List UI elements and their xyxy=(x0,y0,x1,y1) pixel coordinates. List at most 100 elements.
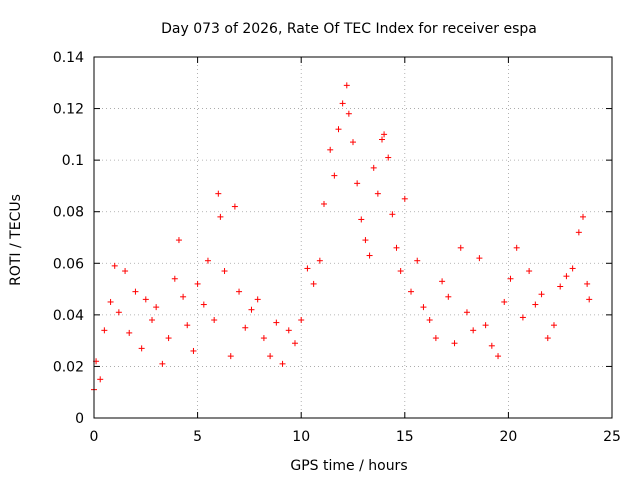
data-point xyxy=(501,298,508,305)
data-point xyxy=(260,335,267,342)
data-point xyxy=(331,172,338,179)
data-point xyxy=(291,340,298,347)
x-axis: 0 5 10 15 20 25 xyxy=(90,57,621,445)
data-point xyxy=(184,322,191,329)
data-point xyxy=(122,268,129,275)
data-point xyxy=(401,195,408,202)
data-point xyxy=(211,317,218,324)
data-point xyxy=(254,296,261,303)
data-point xyxy=(513,244,520,251)
y-tick-label: 0.1 xyxy=(62,153,84,169)
data-point xyxy=(221,268,228,275)
x-tick-label: 25 xyxy=(603,429,621,445)
data-point xyxy=(231,203,238,210)
data-point xyxy=(310,280,317,287)
x-tick-label: 15 xyxy=(396,429,414,445)
data-point xyxy=(463,309,470,316)
data-point xyxy=(339,100,346,107)
x-tick-label: 0 xyxy=(90,429,99,445)
data-point xyxy=(236,288,243,295)
data-point xyxy=(335,126,342,133)
data-point xyxy=(488,342,495,349)
data-point xyxy=(457,244,464,251)
x-axis-label: GPS time / hours xyxy=(290,458,407,474)
data-point xyxy=(526,268,533,275)
data-point xyxy=(432,335,439,342)
data-point xyxy=(569,265,576,272)
data-point xyxy=(298,317,305,324)
data-point xyxy=(550,322,557,329)
data-point xyxy=(370,164,377,171)
data-point xyxy=(194,280,201,287)
data-point xyxy=(142,296,149,303)
data-point xyxy=(519,314,526,321)
x-tick-label: 10 xyxy=(292,429,310,445)
data-point xyxy=(563,273,570,280)
y-tick-label: 0.06 xyxy=(53,256,84,272)
data-point xyxy=(426,317,433,324)
data-point xyxy=(111,262,118,269)
data-point xyxy=(304,265,311,272)
data-point xyxy=(575,229,582,236)
data-point xyxy=(345,110,352,117)
data-point xyxy=(165,335,172,342)
data-point xyxy=(495,353,502,360)
data-point xyxy=(538,291,545,298)
data-point xyxy=(171,275,178,282)
data-point xyxy=(97,376,104,383)
data-point xyxy=(451,340,458,347)
data-point xyxy=(343,82,350,89)
data-point xyxy=(397,268,404,275)
data-point xyxy=(267,353,274,360)
data-point xyxy=(408,288,415,295)
data-point xyxy=(242,324,249,331)
data-point xyxy=(126,329,133,336)
data-point xyxy=(532,301,539,308)
data-point xyxy=(374,190,381,197)
data-point xyxy=(248,306,255,313)
data-point xyxy=(153,304,160,311)
data-point xyxy=(381,131,388,138)
data-point xyxy=(544,335,551,342)
data-point xyxy=(414,257,421,264)
data-point xyxy=(107,298,114,305)
data-point xyxy=(159,360,166,367)
data-point xyxy=(350,139,356,146)
data-point xyxy=(476,255,483,262)
grid-lines xyxy=(94,57,612,418)
data-point xyxy=(200,301,207,308)
data-point xyxy=(149,317,156,324)
data-point xyxy=(482,322,489,329)
data-point xyxy=(379,136,386,143)
data-point xyxy=(362,237,369,244)
y-axis-label: ROTI / TECUs xyxy=(8,194,24,286)
y-axis: 0 0.02 0.04 0.06 0.08 0.1 0.12 0.14 xyxy=(53,50,612,427)
data-point xyxy=(366,252,373,259)
data-point xyxy=(316,257,323,264)
data-point xyxy=(584,280,591,287)
data-points xyxy=(91,82,593,393)
chart-title: Day 073 of 2026, Rate Of TEC Index for r… xyxy=(161,21,537,37)
data-point xyxy=(385,154,392,161)
data-point xyxy=(393,244,400,251)
x-tick-label: 5 xyxy=(193,429,202,445)
y-tick-label: 0.08 xyxy=(53,205,84,221)
data-point xyxy=(358,216,365,223)
data-point xyxy=(215,190,222,197)
y-tick-label: 0.02 xyxy=(53,359,84,375)
data-point xyxy=(320,200,327,207)
data-point xyxy=(190,347,197,354)
data-point xyxy=(557,283,564,290)
data-point xyxy=(279,360,286,367)
data-point xyxy=(389,211,396,218)
data-point xyxy=(507,275,514,282)
data-point xyxy=(204,257,211,264)
data-point xyxy=(273,319,280,326)
y-tick-label: 0.12 xyxy=(53,102,84,118)
data-point xyxy=(138,345,145,352)
y-tick-label: 0.04 xyxy=(53,308,84,324)
y-tick-label: 0 xyxy=(75,411,84,427)
y-tick-label: 0.14 xyxy=(53,50,84,66)
data-point xyxy=(445,293,452,300)
